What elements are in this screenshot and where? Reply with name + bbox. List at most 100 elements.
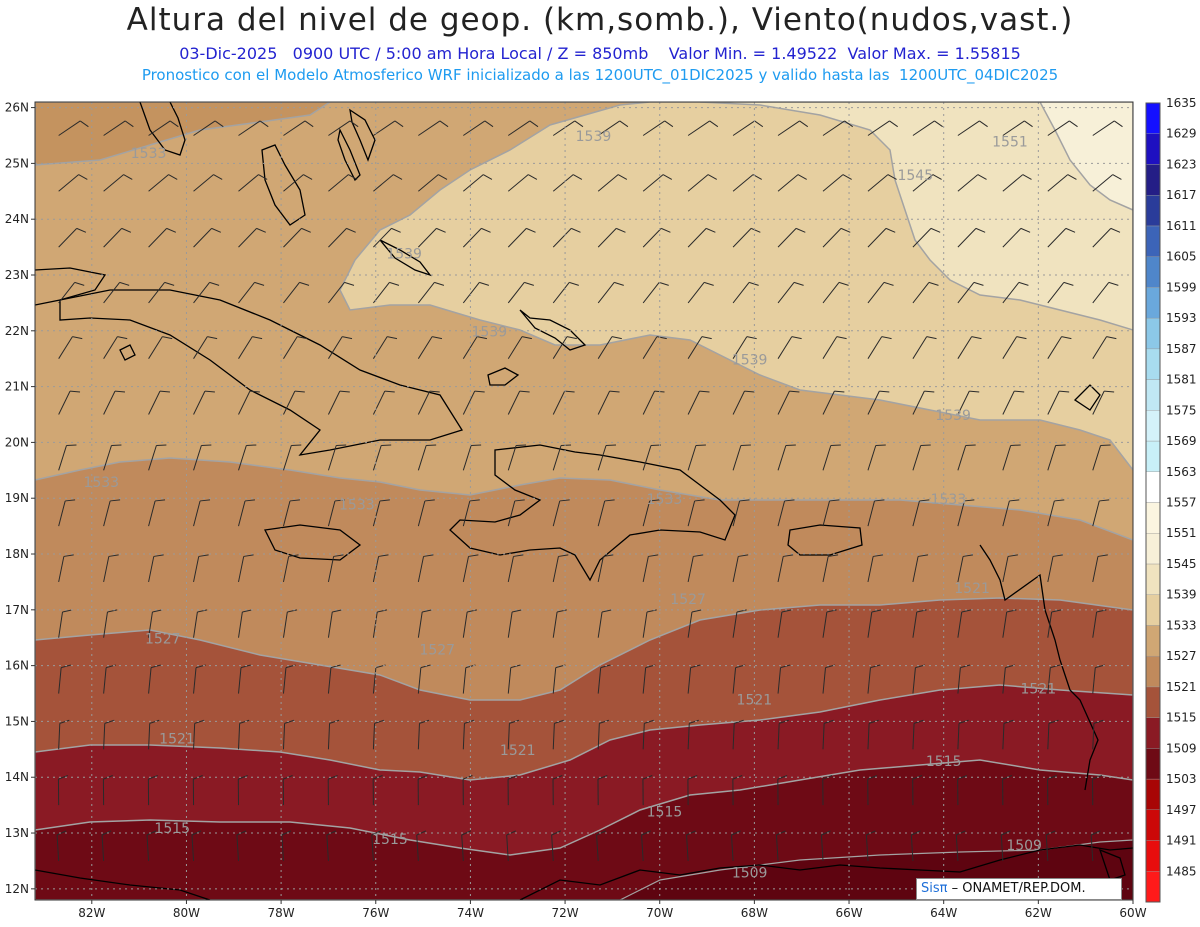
lon-tick-label: 62W [1025, 906, 1052, 920]
lon-tick-label: 70W [646, 906, 673, 920]
wind-barb [912, 444, 931, 471]
wind-barb [957, 499, 975, 527]
wind-barb [373, 120, 404, 136]
colorbar-swatch [1145, 809, 1161, 841]
colorbar: 1485 1491 1497 1503 1509 1515 1521 1527 1533 1539… [1145, 96, 1197, 903]
wind-barb [327, 609, 343, 638]
wind-barb [462, 719, 475, 750]
wind-barb [957, 444, 976, 471]
wind-barb [417, 719, 430, 750]
wind-barb [101, 830, 112, 861]
colorbar-swatch [1145, 748, 1161, 780]
wind-barb [822, 336, 847, 359]
contour-label: 1521 [159, 732, 195, 748]
wind-barb [1047, 120, 1078, 136]
wind-barb [373, 227, 401, 248]
wind-barb [1047, 775, 1058, 806]
wind-barb [1092, 120, 1123, 136]
lat-tick-label: 16N [5, 659, 29, 673]
wind-barb [867, 719, 879, 750]
wind-barb [326, 830, 337, 861]
lon-tick-label: 66W [835, 906, 862, 920]
wind-barb [957, 281, 984, 304]
wind-barb [328, 281, 355, 304]
wind-barb [552, 174, 583, 192]
wind-barb [1002, 336, 1027, 359]
colorbar-swatch [1145, 317, 1161, 350]
wind-barb [283, 390, 305, 415]
coast-colombia [35, 869, 211, 900]
wind-barb [1047, 609, 1062, 638]
wind-barb [103, 390, 126, 415]
wind-barb [642, 227, 671, 248]
colorbar-swatch [1145, 594, 1161, 626]
wind-barb [238, 719, 250, 750]
colorbar-swatch [1145, 410, 1161, 442]
wind-barb [957, 227, 986, 248]
wind-barb [822, 281, 849, 304]
wind-barb [642, 174, 673, 192]
wind-barb [283, 174, 313, 192]
wind-barb [867, 120, 898, 136]
coast-yucatan [35, 267, 107, 306]
wind-barb [597, 664, 611, 694]
coast-jamaica [264, 524, 362, 561]
wind-barb [417, 609, 433, 638]
wind-barb [462, 609, 478, 638]
colorbar-swatch [1145, 194, 1161, 227]
colorbar-label: 1599 [1166, 280, 1197, 294]
lat-lon-grid [35, 102, 1133, 900]
lat-tick-label: 26N [5, 101, 29, 115]
colorbar-label: 1593 [1166, 311, 1197, 325]
wind-barb [103, 554, 119, 583]
colorbar-swatch [1145, 840, 1161, 872]
lon-tick-label: 64W [930, 906, 957, 920]
wind-barb [507, 390, 530, 415]
wind-barb [1047, 664, 1061, 694]
wind-barb [867, 775, 878, 806]
wind-barb [777, 499, 795, 527]
wind-barb [1002, 120, 1033, 136]
lat-tick-label: 22N [5, 324, 29, 338]
wind-barb [328, 174, 358, 192]
wind-barb [238, 281, 265, 304]
wind-barb [282, 499, 300, 527]
wind-barb [777, 775, 788, 806]
wind-barb [417, 775, 428, 806]
wind-barb [1000, 830, 1011, 861]
lat-tick-label: 15N [5, 714, 29, 728]
wind-barb [957, 719, 969, 750]
wind-barb [327, 719, 340, 750]
coast-barbados [1073, 384, 1101, 411]
wind-barb [552, 554, 569, 583]
wind-barb [193, 390, 215, 415]
wind-barb [283, 336, 308, 359]
wind-barb [1047, 719, 1059, 750]
wind-barb [58, 444, 77, 471]
wind-barb [957, 554, 974, 583]
contour-label: 1539 [935, 408, 971, 424]
wind-barb [912, 281, 939, 304]
wind-barb [730, 830, 741, 861]
coast-south-america [519, 844, 1133, 900]
wind-barb [777, 336, 802, 359]
wind-barb [552, 499, 570, 527]
colorbar-swatch [1145, 225, 1161, 257]
wind-barb [58, 664, 71, 694]
wind-barb [417, 444, 437, 471]
colorbar-label: 1563 [1166, 465, 1197, 479]
wind-barb [282, 554, 299, 583]
coast-bahamas-eleuthera [337, 128, 361, 182]
wind-barb [777, 174, 807, 192]
wind-barb [193, 444, 212, 471]
wind-barb [193, 499, 211, 527]
contour-label: 1509 [1006, 838, 1042, 854]
wind-barb [328, 336, 353, 359]
wind-barb [687, 499, 705, 527]
wind-barb [237, 775, 248, 806]
lon-tick-label: 60W [1119, 906, 1146, 920]
wind-barb [236, 830, 247, 861]
wind-barb [775, 830, 786, 861]
wind-barb [58, 174, 88, 192]
